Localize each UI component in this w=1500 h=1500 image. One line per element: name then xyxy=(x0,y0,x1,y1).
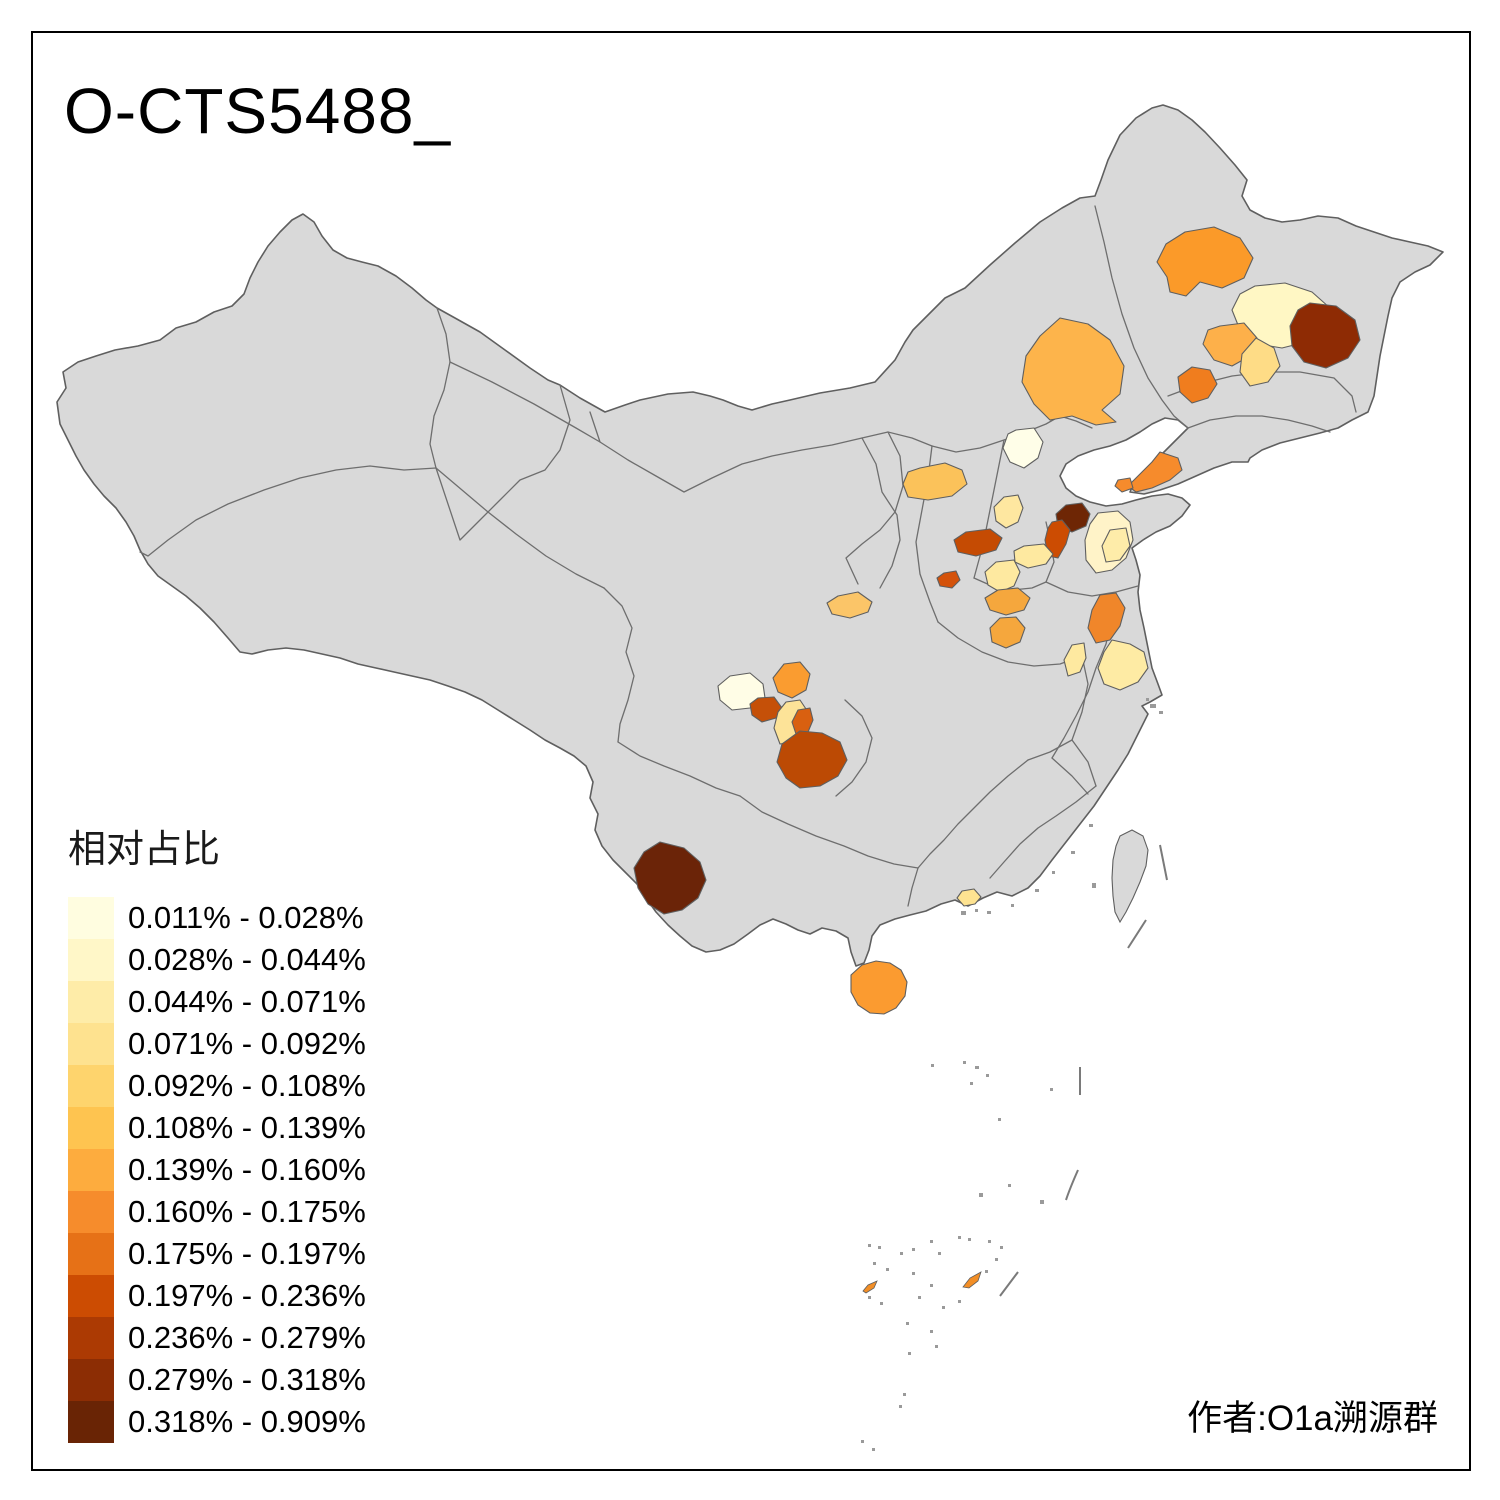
legend-items: 0.011% - 0.028% 0.028% - 0.044% 0.044% - 0… xyxy=(68,897,366,1443)
region-chongqing xyxy=(776,730,848,789)
region-taiyuan xyxy=(953,528,1003,557)
region-puer xyxy=(633,841,707,915)
attribution-text: 作者:O1a溯源群 xyxy=(1187,1399,1438,1438)
mainland-outline xyxy=(56,104,1444,967)
region-beijing xyxy=(1002,427,1044,469)
legend-label: 0.139% - 0.160% xyxy=(128,1152,366,1187)
region-harbin xyxy=(1289,302,1361,369)
legend-swatch xyxy=(68,1023,114,1065)
legend-item: 0.011% - 0.028% xyxy=(68,897,366,939)
legend-swatch xyxy=(68,1359,114,1401)
legend-swatch xyxy=(68,1065,114,1107)
legend-item: 0.108% - 0.139% xyxy=(68,1107,366,1149)
region-yingkou xyxy=(1114,477,1134,493)
region-henan-orange-a xyxy=(984,587,1031,616)
region-chengdu xyxy=(717,672,766,711)
legend-swatch xyxy=(68,1317,114,1359)
region-north-jiangsu xyxy=(1087,592,1126,644)
legend-item: 0.197% - 0.236% xyxy=(68,1275,366,1317)
legend-item: 0.236% - 0.279% xyxy=(68,1317,366,1359)
legend-label: 0.236% - 0.279% xyxy=(128,1320,366,1355)
region-hetao xyxy=(902,462,968,501)
legend-item: 0.092% - 0.108% xyxy=(68,1065,366,1107)
region-south-hebei xyxy=(1013,543,1054,569)
region-shenyang xyxy=(1177,366,1218,404)
legend-label: 0.092% - 0.108% xyxy=(128,1068,366,1103)
legend-swatch xyxy=(68,897,114,939)
legend-swatch xyxy=(68,1401,114,1443)
small-islands xyxy=(861,698,1163,1451)
region-shijiazhuang xyxy=(993,494,1024,529)
legend: 相对占比 0.011% - 0.028% 0.028% - 0.044% 0.044… xyxy=(68,818,366,1443)
legend-title: 相对占比 xyxy=(68,829,221,871)
plot-title: O-CTS5488_ xyxy=(64,75,452,147)
legend-item: 0.044% - 0.071% xyxy=(68,981,366,1023)
legend-swatch xyxy=(68,1275,114,1317)
region-south-jiangsu xyxy=(1097,639,1149,691)
legend-swatch xyxy=(68,1233,114,1275)
province-borders xyxy=(139,205,1357,907)
legend-item: 0.028% - 0.044% xyxy=(68,939,366,981)
region-north-anhui xyxy=(1063,642,1087,677)
legend-swatch xyxy=(68,981,114,1023)
legend-swatch xyxy=(68,939,114,981)
legend-swatch xyxy=(68,1149,114,1191)
region-yanan xyxy=(826,591,873,619)
region-qiqihar xyxy=(1156,226,1254,297)
legend-item: 0.318% - 0.909% xyxy=(68,1401,366,1443)
region-pearl-delta xyxy=(956,888,982,907)
legend-label: 0.160% - 0.175% xyxy=(128,1194,366,1229)
colored-regions xyxy=(633,226,1361,915)
sea-boundary-dashes xyxy=(999,844,1168,1297)
region-shandong-patch xyxy=(1101,527,1131,563)
region-mianyang xyxy=(772,661,811,699)
legend-swatch xyxy=(68,1191,114,1233)
legend-label: 0.108% - 0.139% xyxy=(128,1110,366,1145)
hainan-island xyxy=(850,960,908,1015)
legend-item: 0.175% - 0.197% xyxy=(68,1233,366,1275)
region-henan-orange-b xyxy=(989,616,1026,649)
region-jinan-strip xyxy=(1044,519,1071,559)
region-yaan xyxy=(749,696,783,723)
taiwan-island xyxy=(1111,829,1149,924)
legend-item: 0.071% - 0.092% xyxy=(68,1023,366,1065)
legend-label: 0.175% - 0.197% xyxy=(128,1236,366,1271)
region-dalian xyxy=(1127,451,1183,493)
legend-label: 0.279% - 0.318% xyxy=(128,1362,366,1397)
legend-label: 0.197% - 0.236% xyxy=(128,1278,366,1313)
legend-label: 0.318% - 0.909% xyxy=(128,1404,366,1439)
legend-item: 0.160% - 0.175% xyxy=(68,1191,366,1233)
region-inner-mongolia-east xyxy=(1021,317,1125,426)
legend-label: 0.071% - 0.092% xyxy=(128,1026,366,1061)
region-linfen xyxy=(936,570,961,589)
legend-item: 0.279% - 0.318% xyxy=(68,1359,366,1401)
legend-label: 0.028% - 0.044% xyxy=(128,942,366,977)
legend-swatch xyxy=(68,1107,114,1149)
legend-item: 0.139% - 0.160% xyxy=(68,1149,366,1191)
legend-label: 0.044% - 0.071% xyxy=(128,984,366,1019)
sansha-west-islet xyxy=(862,1280,878,1294)
sansha-east-islet xyxy=(962,1271,982,1289)
legend-label: 0.011% - 0.028% xyxy=(128,900,364,935)
region-changchun xyxy=(1239,337,1281,387)
